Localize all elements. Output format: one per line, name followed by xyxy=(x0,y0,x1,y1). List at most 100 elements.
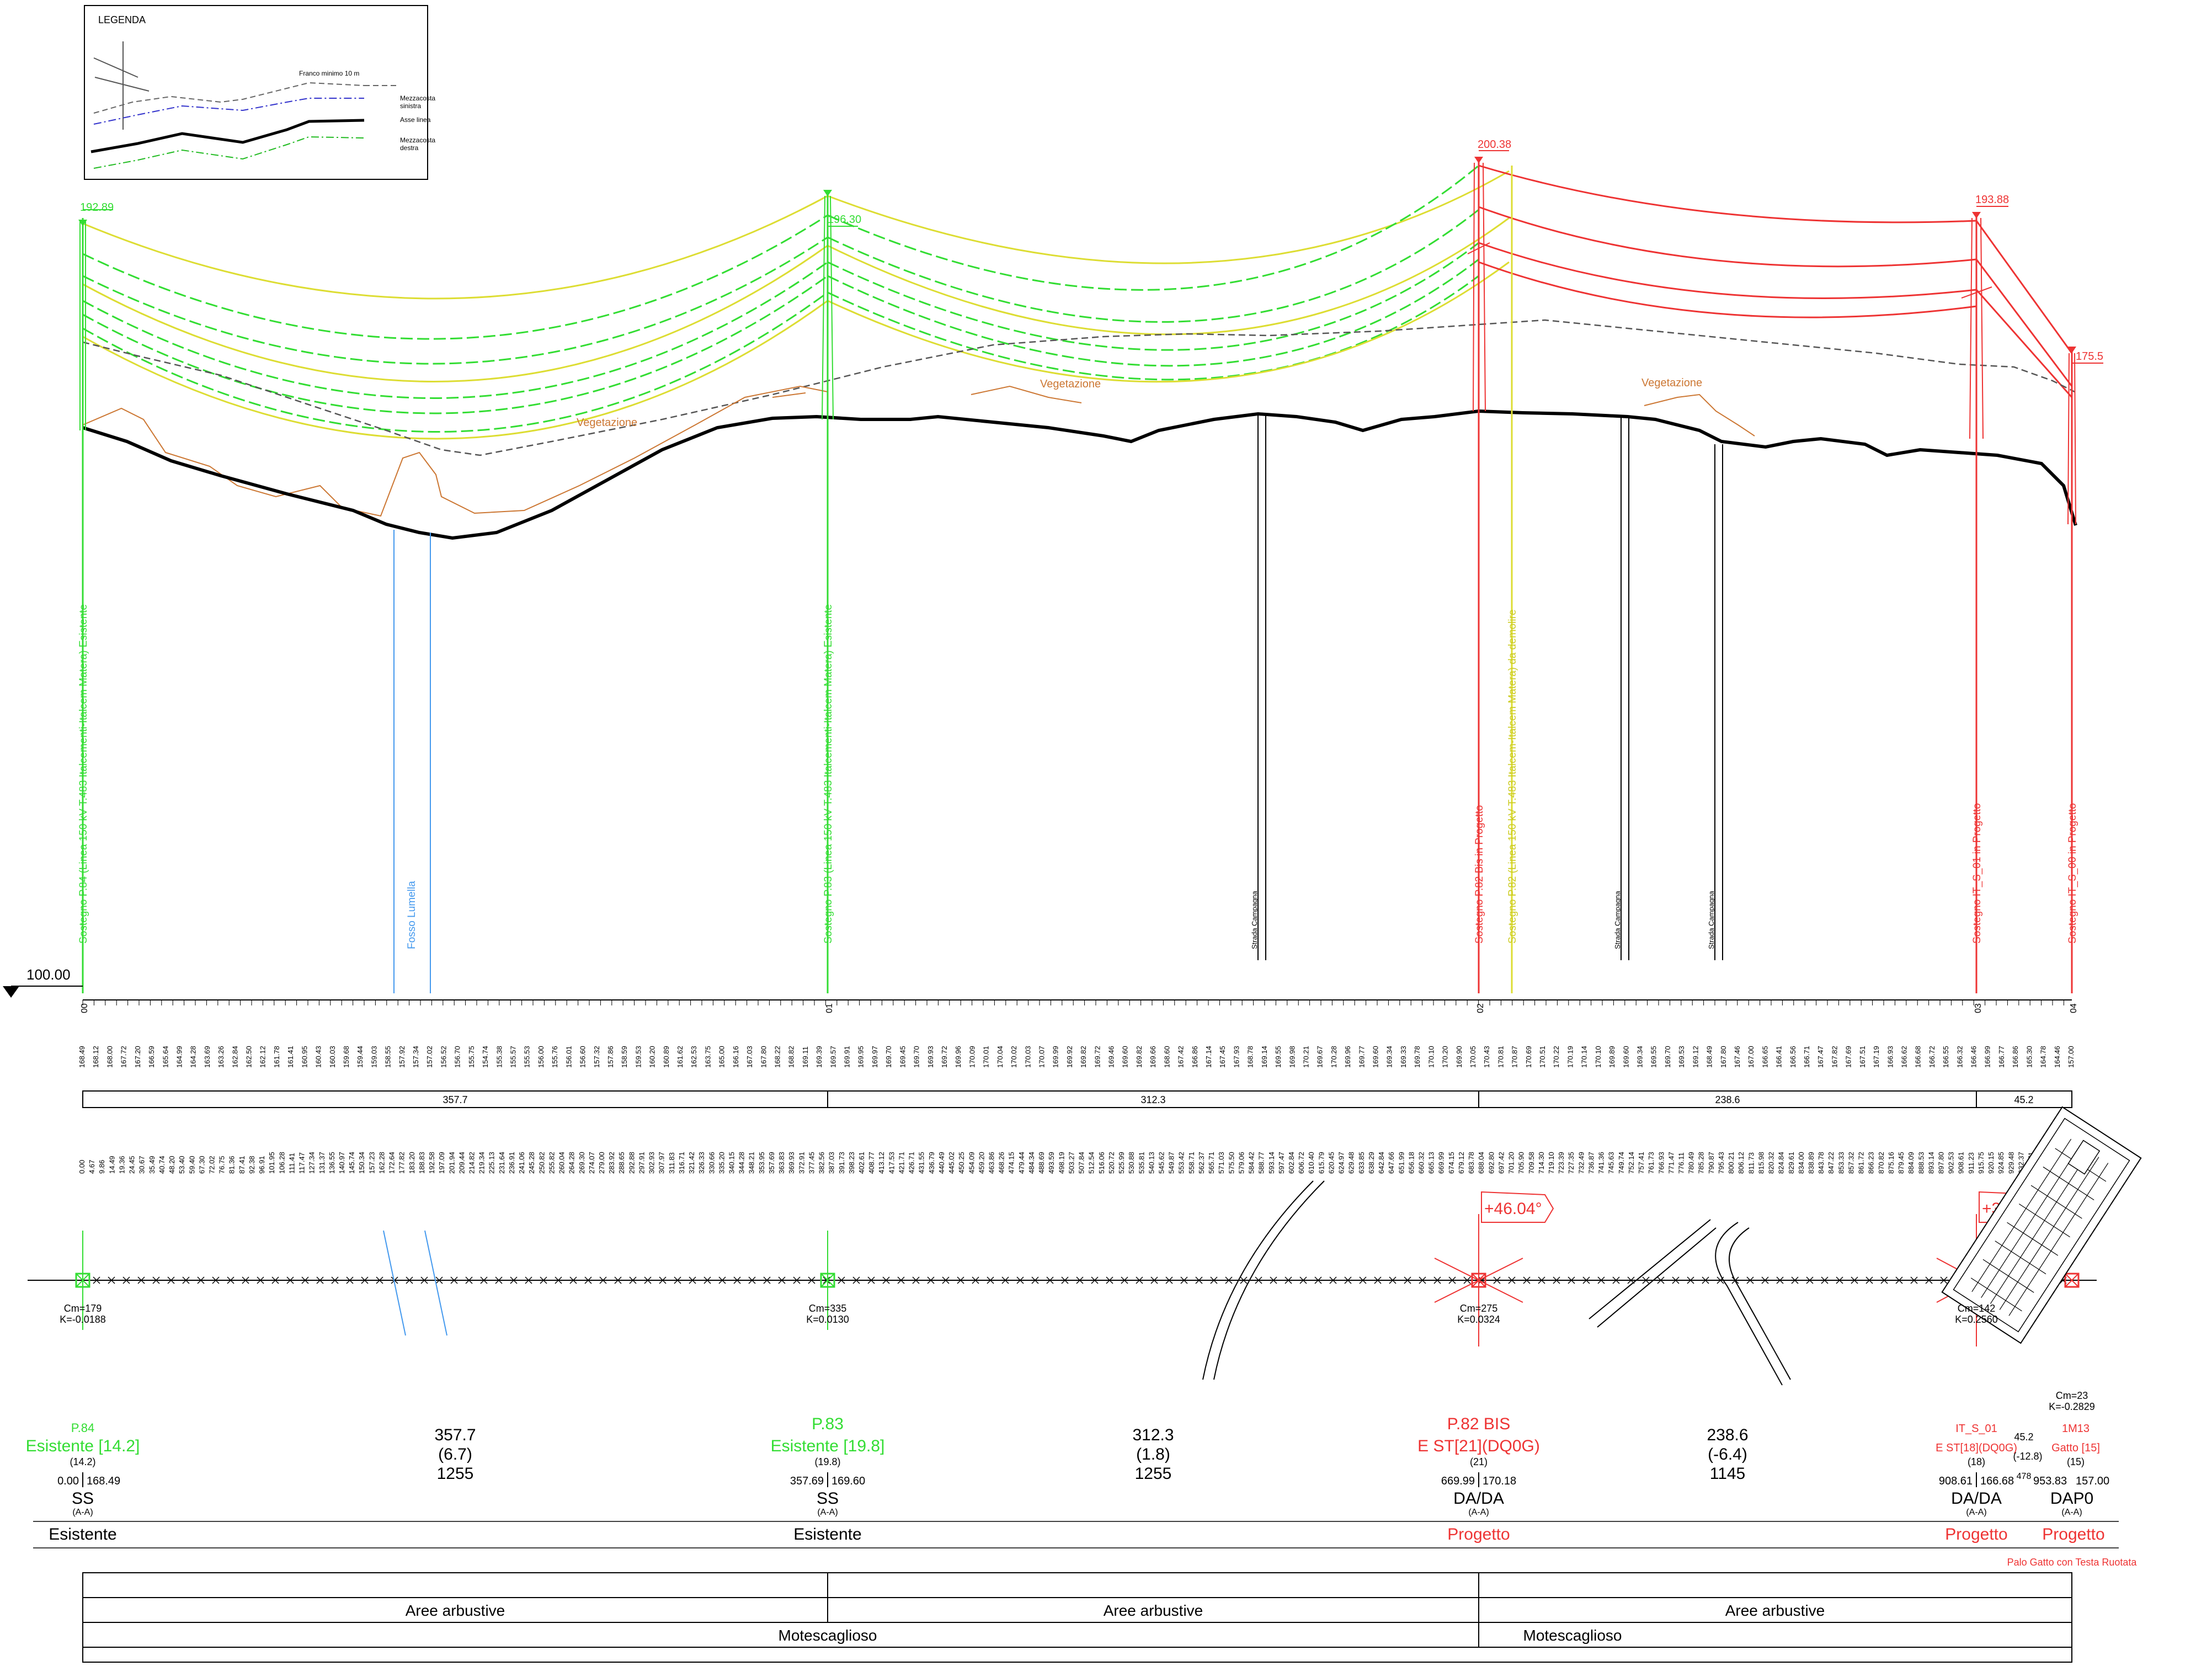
progressive-value: 307.97 xyxy=(658,1152,666,1174)
quota-terreno-value: 161.41 xyxy=(286,1046,295,1068)
progressive-value: 59.40 xyxy=(188,1156,196,1174)
progressive-value: 292.88 xyxy=(627,1152,636,1174)
plan-line-cross xyxy=(435,1276,443,1284)
vegetation-label-2: Vegetazione xyxy=(1040,378,1101,390)
legend: LEGENDA Franco minimo 10 m Mezzacosta si… xyxy=(84,5,435,180)
quota-terreno-value: 169.96 xyxy=(1344,1046,1352,1068)
quota-terreno-value: 157.86 xyxy=(606,1046,615,1068)
quota-terreno-value: 167.93 xyxy=(1232,1046,1240,1068)
quota-terreno-value: 167.69 xyxy=(1845,1046,1853,1068)
quota-terreno-value: 156.60 xyxy=(579,1046,587,1068)
progressive-value: 81.36 xyxy=(228,1156,236,1174)
quota-terreno-value: 169.91 xyxy=(843,1046,851,1068)
span-4: 45.2 xyxy=(2014,1094,2033,1105)
progressive-value: 879.45 xyxy=(1897,1152,1905,1174)
plan-line-cross xyxy=(763,1276,771,1284)
progressive-value: 540.13 xyxy=(1147,1152,1155,1174)
quota-terreno-value: 170.51 xyxy=(1538,1046,1547,1068)
quota-terreno-value: 168.82 xyxy=(787,1046,796,1068)
quota-terreno-value: 158.59 xyxy=(620,1046,628,1068)
progressive-value: 177.82 xyxy=(398,1152,406,1174)
plan-line-cross xyxy=(689,1276,696,1284)
progressive-value: 571.03 xyxy=(1217,1152,1225,1174)
bs-quota-3: 166.68 xyxy=(1980,1475,2014,1487)
quota-terreno-value: 157.32 xyxy=(593,1046,601,1068)
quota-terreno-value: 169.53 xyxy=(1677,1046,1686,1068)
plan-line-cross xyxy=(286,1276,294,1284)
progressive-value: 588.77 xyxy=(1257,1152,1266,1174)
k-02: K=0.0324 xyxy=(1457,1314,1500,1325)
quota-terreno-value: 168.00 xyxy=(105,1046,114,1068)
progressive-value: 723.39 xyxy=(1557,1152,1565,1174)
land-use-1: Aree arbustive xyxy=(406,1602,505,1619)
progressive-value: 656.18 xyxy=(1407,1152,1415,1174)
quota-terreno-value: 166.62 xyxy=(1900,1046,1908,1068)
quota-terreno-value: 166.71 xyxy=(1803,1046,1811,1068)
progressive-value: 459.20 xyxy=(977,1152,985,1174)
quota-terreno-value: 166.59 xyxy=(147,1046,156,1068)
axis-id-03: 03 xyxy=(1974,1003,1983,1013)
plan-line-cross xyxy=(584,1276,592,1284)
progressive-value: 30.67 xyxy=(138,1156,146,1174)
plan-line-cross xyxy=(1061,1276,1069,1284)
progressive-value: 915.75 xyxy=(1977,1152,1985,1174)
quota-terreno-value: 169.67 xyxy=(1316,1046,1324,1068)
progressive-value: 245.28 xyxy=(527,1152,536,1174)
quota-terreno-value: 167.20 xyxy=(134,1046,142,1068)
quota-terreno-value: 169.72 xyxy=(940,1046,948,1068)
progressive-value: 545.62 xyxy=(1157,1152,1165,1174)
quota-terreno-value: 168.22 xyxy=(773,1046,781,1068)
plan-line-cross xyxy=(1687,1276,1694,1284)
fosso-label: Fosso Lumella xyxy=(406,881,418,949)
progressive-value: 520.72 xyxy=(1107,1152,1116,1174)
progressive-value: 558.71 xyxy=(1187,1152,1196,1174)
bspan-dh-4: (-12.8) xyxy=(2013,1451,2042,1462)
bspan-dh-2: (1.8) xyxy=(1136,1445,1170,1463)
plan-line-cross xyxy=(882,1276,890,1284)
progressive-value: 382.56 xyxy=(818,1152,826,1174)
bs-armsub-2: (A-A) xyxy=(1468,1508,1489,1517)
quota-terreno-value: 169.70 xyxy=(1664,1046,1672,1068)
progressive-value: 493.59 xyxy=(1047,1152,1056,1174)
quota-terreno-value: 169.98 xyxy=(1288,1046,1296,1068)
progressive-value: 701.20 xyxy=(1507,1152,1516,1174)
quota-terreno-value: 167.80 xyxy=(1719,1046,1728,1068)
conductors-span-3 xyxy=(1478,164,2073,398)
quota-terreno-value: 170.10 xyxy=(1427,1046,1435,1068)
progressive-value: 908.61 xyxy=(1957,1152,1965,1174)
bspan-2: 312.3 xyxy=(1132,1426,1174,1444)
quota-terreno-value: 160.95 xyxy=(300,1046,308,1068)
plan-line-cross xyxy=(346,1276,354,1284)
progressive-value: 450.25 xyxy=(957,1152,966,1174)
progressive-value: 824.84 xyxy=(1777,1152,1785,1174)
quota-terreno-value: 166.99 xyxy=(1984,1046,1992,1068)
progressive-value: 924.85 xyxy=(1997,1152,2005,1174)
progressive-value: 719.10 xyxy=(1547,1152,1555,1174)
plan-line-cross xyxy=(1925,1276,1933,1284)
plan-line-cross xyxy=(1270,1276,1277,1284)
bs-status-1: Esistente xyxy=(793,1525,861,1543)
progressive-value: 372.91 xyxy=(797,1152,806,1174)
quota-terreno-value: 166.32 xyxy=(1955,1046,1964,1068)
strada-label-1: Strada Campagna xyxy=(1250,891,1259,949)
quota-terreno-value: 169.77 xyxy=(1357,1046,1366,1068)
quota-terreno-value: 169.78 xyxy=(1413,1046,1421,1068)
quota-terreno-value: 170.87 xyxy=(1511,1046,1519,1068)
plan-line-cross xyxy=(212,1276,220,1284)
quota-terreno-value: 167.82 xyxy=(1830,1046,1838,1068)
quota-terreno-value: 169.93 xyxy=(926,1046,935,1068)
progressive-value: 127.34 xyxy=(308,1152,316,1174)
quota-terreno-value: 169.34 xyxy=(1385,1046,1394,1068)
quota-terreno-value: 162.12 xyxy=(259,1046,267,1068)
quota-terreno-value: 169.12 xyxy=(1691,1046,1699,1068)
bs-name-3: IT_S_01 xyxy=(1955,1423,1997,1435)
plan-line-cross xyxy=(1910,1276,1918,1284)
progressive-value: 669.99 xyxy=(1437,1152,1446,1174)
progressive-value: 340.15 xyxy=(728,1152,736,1174)
quota-terreno-value: 169.60 xyxy=(1121,1046,1129,1068)
plan-line-cross xyxy=(733,1276,741,1284)
bs-h-3: (18) xyxy=(1968,1456,1985,1467)
plan-line-cross xyxy=(867,1276,875,1284)
progressive-value: 279.00 xyxy=(598,1152,606,1174)
legend-mezz-dx-1: Mezzacosta xyxy=(400,136,435,144)
